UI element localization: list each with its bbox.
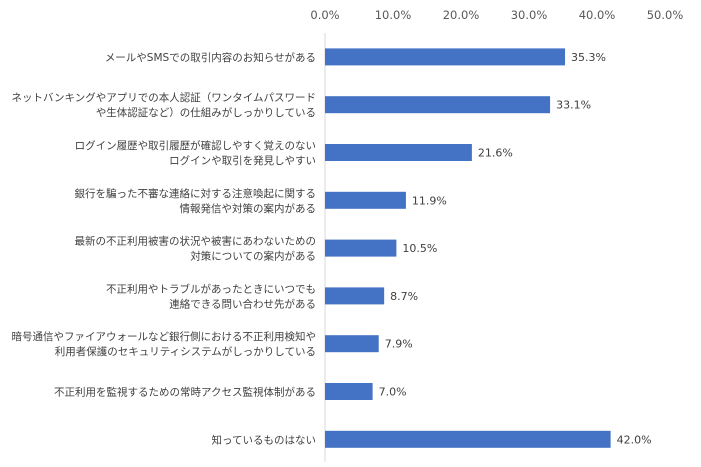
category-label: 暗号通信やファイアウォールなど銀行側における不正利用検知や <box>12 330 317 343</box>
data-label: 8.7% <box>390 290 418 303</box>
x-tick-label: 20.0% <box>443 8 480 22</box>
bar <box>325 48 566 66</box>
data-label: 7.9% <box>385 338 413 351</box>
x-tick-label: 50.0% <box>647 8 684 22</box>
category-label: 連絡できる問い合わせ先がある <box>169 297 316 310</box>
category-label: 最新の不正利用被害の状況や被害にあわないための <box>75 235 317 248</box>
x-tick-label: 0.0% <box>310 8 339 22</box>
bar <box>325 144 472 161</box>
bar <box>325 383 373 400</box>
data-label: 11.9% <box>412 194 447 207</box>
bar <box>325 239 397 257</box>
x-tick-label: 40.0% <box>579 8 616 22</box>
category-label: ネットバンキングやアプリでの本人認証（ワンタイムパスワード <box>12 91 317 104</box>
data-label: 21.6% <box>478 147 513 160</box>
bar <box>325 287 385 305</box>
bar <box>325 335 379 353</box>
data-label: 42.0% <box>617 433 652 446</box>
category-label: ログイン履歴や取引履歴が確認しやすく覚えのない <box>75 139 316 152</box>
bar <box>325 430 611 448</box>
category-label: 対策についての案内がある <box>190 250 316 263</box>
category-label: 情報発信や対策の案内がある <box>180 202 317 215</box>
category-label: 銀行を騙った不審な連絡に対する注意喚起に関する <box>75 187 317 200</box>
bar <box>325 96 551 114</box>
x-tick-label: 30.0% <box>511 8 548 22</box>
category-label: 不正利用を監視するための常時アクセス監視体制がある <box>54 386 316 399</box>
data-label: 35.3% <box>571 51 606 64</box>
category-label: 不正利用やトラブルがあったときにいつでも <box>106 282 316 295</box>
data-label: 10.5% <box>402 242 437 255</box>
category-label: 利用者保護のセキュリティシステムがしっかりしている <box>55 345 316 358</box>
category-label: 知っているものはない <box>212 433 316 446</box>
x-tick-label: 10.0% <box>375 8 412 22</box>
data-label: 7.0% <box>379 386 407 399</box>
category-label: や生体認証など）の仕組みがしっかりしている <box>96 106 316 119</box>
category-label: メールやSMSでの取引内容のお知らせがある <box>105 51 316 64</box>
category-label: ログインや取引を発見しやすい <box>169 154 316 167</box>
bar <box>325 191 406 209</box>
data-label: 33.1% <box>556 99 591 112</box>
